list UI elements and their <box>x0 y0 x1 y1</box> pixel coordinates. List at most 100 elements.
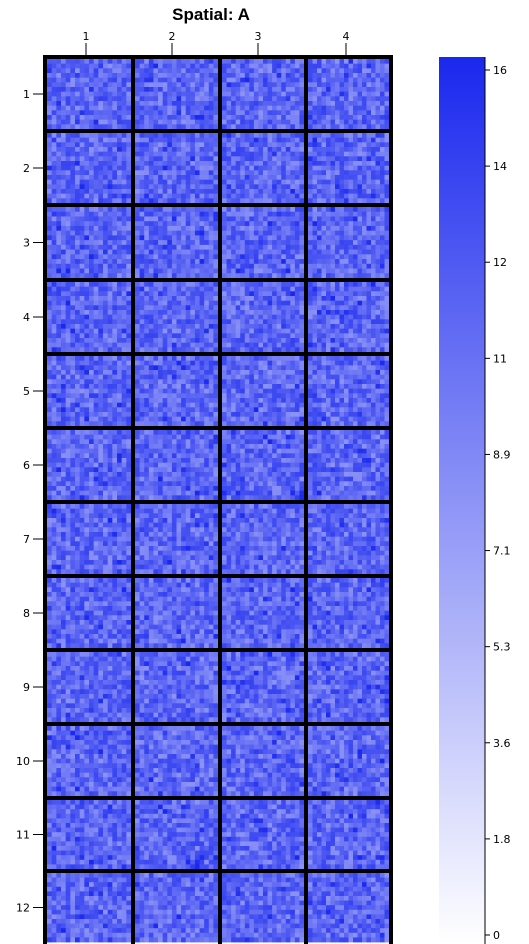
heatmap-cell <box>153 184 159 190</box>
heatmap-cell <box>326 296 331 302</box>
heatmap-cell <box>181 115 187 121</box>
heatmap-cell <box>244 282 250 288</box>
heatmap-cell <box>317 259 322 265</box>
heatmap-cell <box>380 68 385 74</box>
heatmap-cell <box>371 286 376 292</box>
heatmap-cell <box>267 115 273 121</box>
heatmap-cell <box>253 77 259 83</box>
heatmap-cell <box>56 193 62 199</box>
heatmap-cell <box>366 225 372 232</box>
heatmap-cell <box>339 254 345 260</box>
heatmap-cell <box>357 300 363 306</box>
heatmap-cell <box>75 254 81 260</box>
heatmap-cell <box>181 379 187 385</box>
heatmap-cell <box>285 235 291 241</box>
heatmap-cell <box>144 268 150 274</box>
heatmap-cell <box>93 161 99 167</box>
heatmap-cell <box>144 198 150 204</box>
heatmap-cell <box>294 63 300 69</box>
heatmap-cell <box>194 407 200 413</box>
heatmap-cell <box>272 82 278 88</box>
heatmap-cell <box>199 68 205 74</box>
heatmap-cell <box>89 225 95 232</box>
heatmap-cell <box>199 207 205 213</box>
heatmap-cell <box>344 310 349 316</box>
heatmap-cell <box>144 184 150 190</box>
heatmap-cell <box>153 286 159 292</box>
heatmap-cell <box>135 384 141 390</box>
heatmap-cell <box>290 259 296 265</box>
heatmap-cell <box>366 254 372 260</box>
heatmap-cell <box>366 314 372 320</box>
heatmap-cell <box>321 268 327 274</box>
heatmap-cell <box>249 77 255 83</box>
heatmap-cell <box>240 282 246 288</box>
heatmap-cell <box>185 161 191 167</box>
heatmap-cell <box>70 165 76 171</box>
heatmap-block <box>47 207 132 279</box>
heatmap-cell <box>153 407 159 413</box>
heatmap-cell <box>244 263 250 269</box>
heatmap-cell <box>321 230 327 236</box>
heatmap-cell <box>117 388 123 394</box>
heatmap-cell <box>281 221 287 227</box>
heatmap-cell <box>51 379 57 385</box>
heatmap-cell <box>126 207 132 213</box>
heatmap-cell <box>231 175 237 181</box>
heatmap-cell <box>253 273 259 279</box>
heatmap-cell <box>185 133 191 139</box>
heatmap-cell <box>226 225 232 232</box>
heatmap-cell <box>326 225 331 232</box>
heatmap-cell <box>84 87 90 93</box>
heatmap-cell <box>380 296 385 302</box>
heatmap-cell <box>272 333 278 339</box>
heatmap-cell <box>135 333 141 339</box>
heatmap-cell <box>240 342 246 348</box>
heatmap-cell <box>167 156 173 162</box>
heatmap-cell <box>253 300 259 306</box>
heatmap-cell <box>240 235 246 241</box>
heatmap-cell <box>98 105 104 111</box>
heatmap-cell <box>148 370 154 376</box>
heatmap-cell <box>231 291 237 297</box>
heatmap-cell <box>98 115 104 121</box>
heatmap-cell <box>75 398 81 404</box>
heatmap-cell <box>103 273 109 279</box>
heatmap-cell <box>244 235 250 241</box>
heatmap-cell <box>93 142 99 148</box>
heatmap-cell <box>112 249 118 255</box>
heatmap-cell <box>263 137 268 143</box>
heatmap-cell <box>308 207 313 213</box>
heatmap-cell <box>344 105 349 111</box>
heatmap-cell <box>362 310 367 316</box>
heatmap-cell <box>61 249 67 255</box>
heatmap-cell <box>204 63 210 69</box>
heatmap-cell <box>65 110 71 116</box>
heatmap-cell <box>326 291 331 297</box>
heatmap-cell <box>139 402 145 408</box>
heatmap-cell <box>339 189 345 195</box>
heatmap-cell <box>75 402 81 408</box>
heatmap-cell <box>312 119 318 125</box>
heatmap-cell <box>357 165 363 171</box>
heatmap-cell <box>366 263 372 269</box>
heatmap-cell <box>153 384 159 390</box>
heatmap-cell <box>148 244 154 250</box>
heatmap-cell <box>317 263 322 269</box>
heatmap-cell <box>263 273 268 279</box>
heatmap-cell <box>144 142 150 148</box>
heatmap-cell <box>139 59 145 65</box>
heatmap-cell <box>65 402 71 408</box>
heatmap-cell <box>263 225 268 232</box>
heatmap-cell <box>98 221 104 227</box>
heatmap-cell <box>190 412 196 418</box>
heatmap-cell <box>139 338 145 344</box>
heatmap-cell <box>276 147 282 153</box>
heatmap-cell <box>153 365 159 371</box>
heatmap-cell <box>226 119 232 125</box>
heatmap-cell <box>93 393 99 399</box>
heatmap-cell <box>84 333 90 339</box>
heatmap-cell <box>357 254 363 260</box>
heatmap-cell <box>79 393 85 399</box>
heatmap-cell <box>185 416 191 422</box>
